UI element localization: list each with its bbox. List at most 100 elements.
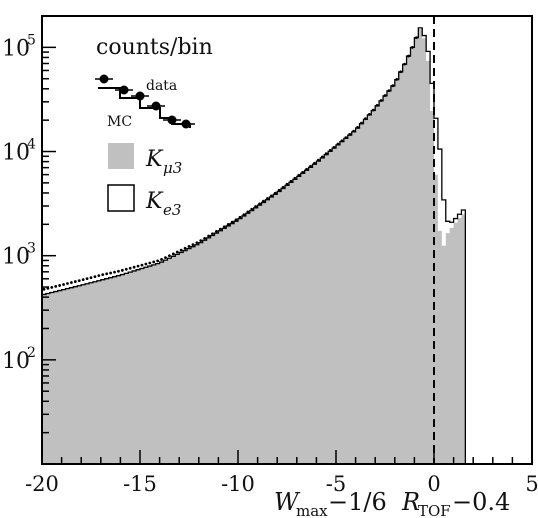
data-point	[313, 161, 316, 165]
data-point	[364, 117, 367, 121]
data-point	[187, 245, 191, 248]
data-point	[50, 285, 54, 289]
data-point	[371, 108, 375, 112]
kmu3-histogram	[42, 29, 466, 464]
data-point	[289, 179, 293, 183]
legend-ke3-k: K	[145, 189, 164, 214]
data-point	[222, 225, 226, 229]
data-point	[128, 266, 132, 270]
legend-data-marker	[151, 101, 161, 111]
data-point	[383, 94, 387, 97]
data-point	[250, 207, 254, 211]
y-axis-label: counts/bin	[96, 35, 213, 60]
legend-mc-label: MC	[107, 114, 132, 130]
data-point	[215, 230, 218, 233]
data-point	[281, 185, 285, 189]
data-point	[395, 78, 399, 81]
legend-kmu3-k: K	[145, 147, 164, 172]
legend-kmu3-swatch	[108, 143, 134, 169]
data-point	[183, 246, 187, 250]
legend-data-marker	[119, 85, 129, 95]
data-point	[81, 278, 85, 282]
x-tick-label: 5	[525, 472, 538, 496]
data-point	[136, 264, 140, 268]
data-point	[42, 287, 46, 291]
data-point	[58, 284, 62, 287]
data-point	[89, 276, 93, 280]
x-tick-label: -15	[123, 472, 157, 496]
data-point	[140, 263, 144, 267]
legend-data-marker	[181, 119, 191, 129]
data-point	[301, 170, 305, 174]
data-point	[113, 270, 116, 274]
data-point	[171, 252, 175, 256]
data-point	[285, 182, 289, 186]
data-point	[226, 223, 230, 226]
data-point	[207, 234, 211, 238]
data-point	[117, 269, 120, 273]
data-point	[70, 281, 73, 284]
x-tick-label: -5	[326, 472, 346, 496]
data-point	[375, 103, 379, 107]
mc-total-outline	[42, 27, 467, 464]
data-point	[191, 243, 195, 247]
data-point	[168, 254, 171, 258]
x-tick-label: -10	[221, 472, 255, 496]
data-point	[152, 260, 156, 264]
data-point	[332, 145, 336, 149]
data-point	[266, 197, 269, 200]
x-tick-label: -20	[25, 472, 59, 496]
data-point	[164, 256, 167, 260]
legend-ke3-sub: e3	[163, 201, 181, 219]
data-point	[414, 36, 418, 40]
x-label-r: R	[401, 488, 420, 516]
data-point	[132, 265, 136, 269]
legend-data-mc: data MC	[95, 74, 195, 130]
data-point	[101, 273, 105, 277]
data-point	[203, 236, 207, 240]
y-tick-exponent: 4	[27, 137, 36, 153]
data-point	[391, 84, 395, 88]
data-point	[234, 218, 238, 222]
data-point	[93, 275, 97, 278]
data-point	[340, 139, 344, 143]
data-point	[124, 267, 128, 271]
data-point	[273, 191, 277, 195]
data-point	[309, 164, 312, 168]
data-point	[356, 126, 359, 129]
data-point	[242, 213, 246, 217]
data-point	[316, 158, 320, 162]
legend-data-marker	[99, 74, 109, 84]
data-point	[211, 232, 214, 236]
data-point	[156, 259, 160, 263]
y-tick-exponent: 3	[27, 241, 36, 257]
data-point	[379, 99, 383, 102]
data-point	[246, 210, 250, 214]
x-label-w: W	[274, 488, 301, 516]
legend-kmu3-sub: μ3	[163, 159, 182, 177]
data-point	[348, 132, 352, 136]
data-point	[336, 142, 340, 146]
data-point	[387, 89, 391, 93]
data-point	[195, 241, 199, 245]
data-point	[269, 194, 273, 198]
x-label-tail: −0.4	[452, 488, 510, 516]
data-point	[238, 215, 242, 219]
data-point	[344, 136, 348, 140]
data-point	[105, 272, 109, 276]
legend-data-markers	[95, 74, 195, 129]
legend-kmu3: K μ3	[108, 143, 182, 177]
data-point	[97, 274, 101, 277]
x-tick-label: 0	[427, 472, 440, 496]
ke3-histogram	[42, 27, 467, 464]
data-point	[320, 155, 324, 159]
legend-ke3: K e3	[107, 184, 181, 219]
kmu3-fill	[42, 29, 466, 464]
plot-frame	[41, 15, 533, 465]
data-point	[305, 167, 308, 171]
data-point	[179, 248, 183, 252]
data-point	[77, 279, 81, 283]
legend-ke3-swatch	[107, 184, 135, 212]
data-point	[230, 220, 234, 224]
